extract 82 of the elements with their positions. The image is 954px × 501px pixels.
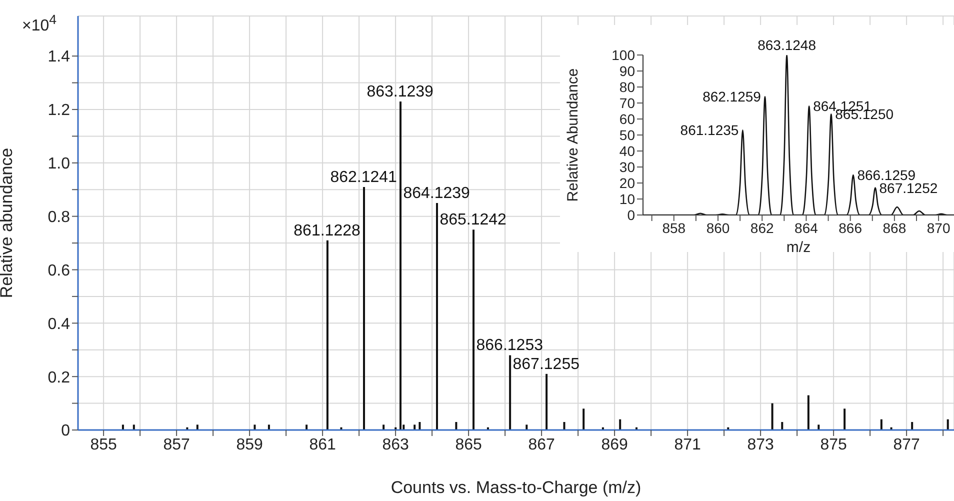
annotation: 862.1241	[330, 168, 398, 186]
bar	[771, 403, 774, 430]
y-tick-label: 0.8	[48, 209, 70, 226]
annotation: 863.1248	[758, 37, 816, 53]
text: ×10$^{4}$	[22, 12, 57, 36]
x-tick-label: 875	[820, 436, 847, 454]
bar	[436, 202, 438, 430]
bar	[818, 424, 820, 430]
x-tick-label: 864	[794, 220, 818, 236]
x-tick-label: 859	[236, 436, 263, 454]
annotation: 863.1239	[366, 83, 434, 100]
y-axis-title: Relative abundance	[0, 148, 16, 298]
bar	[546, 374, 548, 430]
bar	[509, 355, 512, 430]
annotation: 866.1253	[476, 337, 544, 354]
annotation: 867.1255	[512, 356, 580, 373]
x-tick-label: 867	[528, 436, 555, 454]
bar	[455, 422, 458, 430]
bar	[414, 424, 416, 430]
bar	[946, 419, 949, 430]
y-tick-label: 90	[619, 62, 636, 79]
x-axis-title: m/z	[786, 239, 811, 256]
bar	[781, 422, 784, 430]
bar	[880, 419, 882, 430]
bar	[911, 422, 914, 430]
bar	[363, 186, 366, 430]
y-axis-title: Relative Abundance	[564, 68, 582, 202]
bar	[382, 424, 385, 430]
y-tick-label: 70	[619, 94, 636, 111]
x-tick-label: 857	[163, 436, 190, 454]
y-tick-label: 60	[619, 110, 636, 127]
y-tick-label: 100	[612, 46, 636, 63]
bar	[418, 422, 421, 430]
y-tick-label: 20	[619, 174, 636, 191]
y-tick-label: 40	[619, 142, 636, 159]
bar	[268, 424, 270, 430]
x-tick-label: 860	[706, 220, 730, 236]
bar	[306, 424, 308, 430]
x-axis-title: Counts vs. Mass-to-Charge (m/z)	[390, 478, 642, 497]
x-tick-label: 873	[747, 436, 774, 454]
bar	[619, 419, 622, 430]
x-tick-label: 863	[382, 436, 409, 454]
annotation: 861.1235	[680, 122, 739, 138]
bar	[326, 240, 328, 430]
x-tick-label: 862	[750, 220, 774, 236]
y-tick-label: 80	[619, 78, 636, 95]
annotation: 864.1239	[403, 184, 470, 202]
bar	[132, 424, 135, 430]
annotation: 865.1242	[440, 212, 507, 229]
y-tick-label: 0	[61, 422, 70, 440]
y-tick-label: 1.0	[48, 156, 70, 173]
x-tick-label: 868	[882, 220, 906, 236]
y-tick-label: 1.2	[48, 102, 70, 120]
annotation: 861.1228	[294, 222, 360, 240]
y-tick-label: 50	[619, 126, 636, 143]
y-tick-label: 10	[619, 190, 636, 207]
bar	[844, 408, 846, 430]
x-tick-label: 865	[455, 436, 482, 454]
x-tick-label: 858	[662, 220, 686, 236]
y-tick-label: 1.4	[48, 48, 70, 66]
bar	[254, 424, 256, 430]
x-tick-label: 871	[674, 436, 701, 454]
y-tick-label: 0.4	[48, 316, 70, 333]
y-tick-label: 30	[619, 158, 636, 175]
bar	[582, 408, 585, 430]
x-tick-label: 855	[90, 436, 117, 454]
bar	[526, 424, 528, 430]
bar	[400, 101, 402, 430]
bar	[563, 422, 566, 430]
bar	[196, 424, 198, 430]
x-tick-label: 866	[838, 220, 862, 236]
bar	[807, 395, 810, 430]
x-tick-label: 861	[309, 436, 336, 454]
x-tick-label: 877	[893, 436, 920, 454]
x-tick-label: 870	[926, 220, 950, 236]
bar	[472, 230, 475, 430]
bar	[122, 424, 124, 430]
y-tick-label: 0.6	[48, 262, 70, 280]
annotation: 862.1259	[702, 88, 762, 105]
y-tick-label: 0	[627, 206, 636, 223]
x-tick-label: 869	[601, 436, 628, 454]
y-tick-label: 0.2	[48, 369, 70, 386]
